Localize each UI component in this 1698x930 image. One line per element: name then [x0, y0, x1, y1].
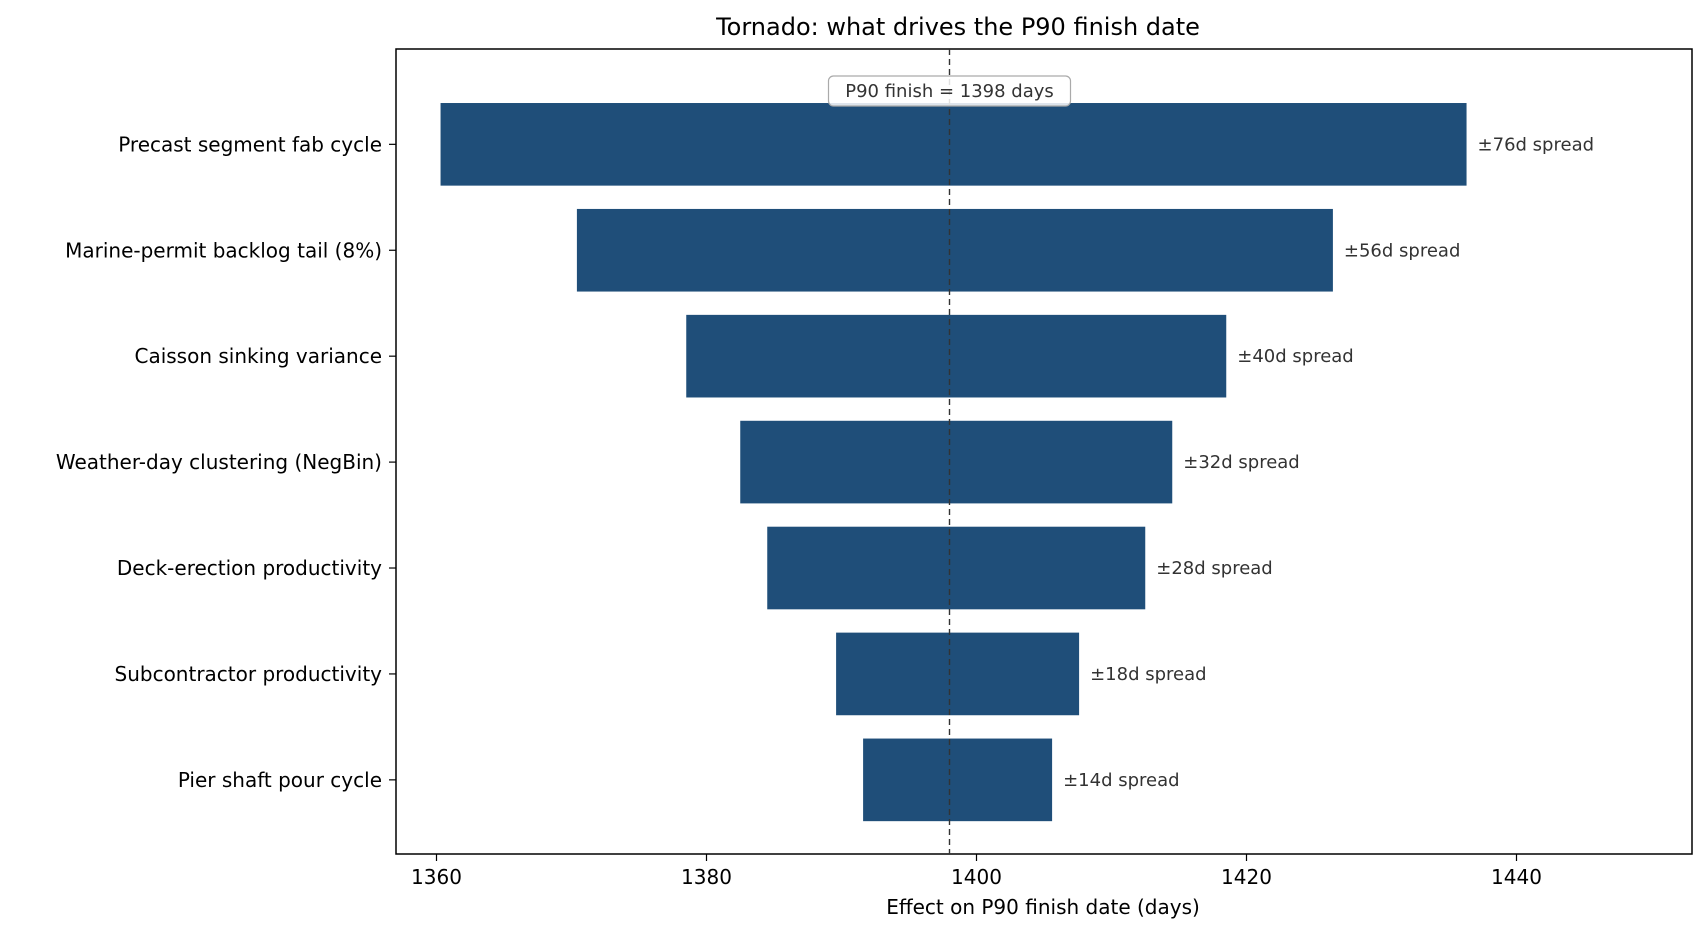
- x-tick-label: 1380: [681, 865, 732, 889]
- x-axis-label: Effect on P90 finish date (days): [886, 895, 1200, 919]
- x-tick-label: 1360: [411, 865, 462, 889]
- chart-title: Tornado: what drives the P90 finish date: [715, 13, 1200, 41]
- p90-label-box: [827, 75, 1072, 107]
- spread-label: ±32d spread: [1183, 452, 1299, 473]
- plot-frame: [395, 48, 1693, 855]
- spread-label: ±14d spread: [1063, 770, 1179, 791]
- tornado-bar: [767, 526, 1146, 610]
- spread-label: ±28d spread: [1156, 558, 1272, 579]
- y-tick-label: Caisson sinking variance: [134, 344, 382, 368]
- y-tick-label: Weather-day clustering (NegBin): [56, 450, 382, 474]
- tornado-bar: [686, 314, 1227, 398]
- y-tick-label: Precast segment fab cycle: [118, 132, 382, 156]
- y-tick-label: Deck-erection productivity: [117, 556, 382, 580]
- spread-label: ±76d spread: [1478, 134, 1594, 155]
- x-tick-label: 1420: [1221, 865, 1272, 889]
- spread-label: ±18d spread: [1090, 664, 1206, 685]
- y-tick-label: Subcontractor productivity: [115, 662, 383, 686]
- x-tick-label: 1440: [1491, 865, 1542, 889]
- y-tick-label: Marine-permit backlog tail (8%): [65, 238, 382, 262]
- spread-label: ±56d spread: [1344, 240, 1460, 261]
- spread-label: ±40d spread: [1237, 346, 1353, 367]
- tornado-bar: [440, 103, 1467, 186]
- x-tick-label: 1400: [951, 865, 1002, 889]
- y-tick-label: Pier shaft pour cycle: [178, 768, 382, 792]
- tornado-bar: [740, 420, 1173, 504]
- p90-reference-label: P90 finish = 1398 days: [845, 81, 1054, 102]
- tornado-bar: [576, 208, 1333, 292]
- tornado-bar: [836, 632, 1080, 716]
- tornado-bar: [863, 738, 1053, 822]
